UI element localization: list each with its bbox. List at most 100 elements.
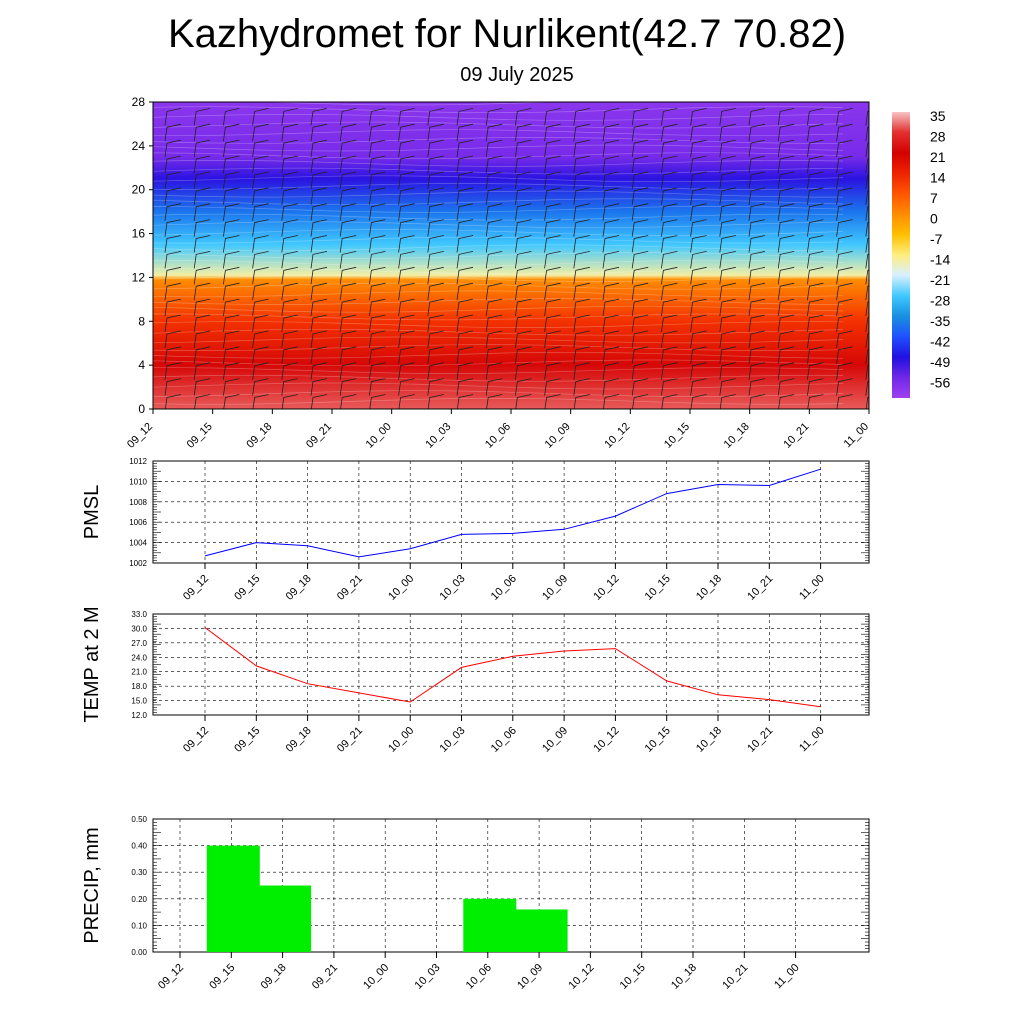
wind-barb — [456, 219, 474, 237]
wind-barb — [690, 314, 707, 333]
contour-line — [153, 114, 844, 121]
wind-barb — [836, 139, 853, 158]
y-tick-label: 24.0 — [131, 653, 147, 662]
wind-barb — [807, 203, 824, 221]
wind-barb — [777, 298, 795, 317]
wind-barb — [573, 108, 590, 126]
wind-barb — [369, 362, 386, 380]
wind-barb — [661, 394, 678, 409]
contour-line — [153, 221, 844, 229]
wind-barb — [573, 330, 590, 348]
wind-barb — [369, 155, 386, 174]
wind-barb — [573, 155, 590, 174]
wind-barb — [369, 219, 386, 237]
wind-barb — [661, 362, 678, 380]
wind-barb — [398, 330, 415, 348]
wind-barb — [719, 266, 736, 285]
contour-line — [153, 344, 844, 351]
wind-barb — [398, 155, 415, 174]
wind-barb — [777, 108, 795, 126]
wind-barb — [252, 108, 269, 126]
y-tick-label: 20 — [132, 183, 146, 197]
wind-barb — [427, 155, 444, 174]
wind-barb — [485, 108, 503, 126]
colorbar-label: -14 — [930, 252, 950, 268]
wind-barb — [223, 330, 240, 348]
wind-barb — [777, 346, 795, 364]
wind-barb — [777, 219, 795, 237]
wind-barb — [281, 362, 298, 380]
wind-barb — [661, 314, 678, 333]
y-tick-label: 21.0 — [131, 668, 147, 677]
wind-barb — [602, 203, 620, 221]
x-tick-label: 10_21 — [781, 421, 811, 451]
wind-barb — [515, 123, 532, 142]
wind-barb — [748, 330, 766, 348]
wind-barb — [865, 396, 869, 409]
x-tick-label: 09_18 — [284, 725, 314, 755]
wind-barb — [456, 298, 474, 317]
wind-barb — [310, 298, 328, 317]
wind-barb — [836, 203, 853, 221]
wind-barb — [661, 235, 678, 253]
wind-barb — [865, 253, 869, 269]
wind-barb — [748, 123, 766, 142]
wind-barb — [573, 187, 590, 205]
wind-barb — [485, 203, 503, 221]
wind-barb — [164, 123, 182, 142]
wind-barb — [573, 123, 590, 142]
wind-barb — [427, 203, 444, 221]
wind-barb — [602, 187, 620, 205]
x-tick-label: 10_12 — [591, 573, 621, 603]
wind-barb — [573, 251, 590, 269]
wind-barb — [252, 235, 269, 253]
wind-barb — [427, 298, 444, 317]
wind-barb — [164, 171, 182, 189]
wind-barb — [515, 330, 532, 348]
wind-barb — [544, 378, 561, 396]
y-tick-label: 0.40 — [131, 842, 147, 851]
wind-barb — [836, 394, 853, 409]
y-axis-label: TEMP at 2 M — [81, 606, 103, 722]
temp-panel: 12.0 15.0 18.0 21.0 24.0 27.0 30.0 33.0 09_12 09_… — [81, 606, 870, 755]
wind-barb — [661, 187, 678, 205]
wind-barb — [836, 346, 853, 364]
wind-barb — [164, 266, 182, 285]
wind-barb — [777, 139, 795, 158]
wind-barb — [631, 251, 649, 269]
y-tick-label: 16 — [132, 227, 146, 241]
wind-barb — [602, 362, 620, 380]
x-tick-label: 11_00 — [797, 573, 827, 603]
wind-barb — [602, 123, 620, 142]
wind-barb — [807, 330, 824, 348]
wind-barb — [456, 123, 474, 142]
wind-barb — [193, 108, 211, 126]
wind-barb — [252, 155, 269, 174]
wind-barb — [602, 235, 620, 253]
y-tick-label: 0.30 — [131, 868, 147, 877]
wind-barb — [485, 219, 503, 237]
wind-barb — [865, 206, 869, 221]
wind-barb — [807, 123, 824, 142]
wind-barb — [369, 346, 386, 364]
wind-barb — [631, 203, 649, 221]
wind-barb — [807, 219, 824, 237]
wind-barb — [631, 219, 649, 237]
x-tick-label: 10_00 — [386, 725, 416, 755]
wind-barb — [193, 251, 211, 269]
wind-barb — [631, 330, 649, 348]
wind-barb — [777, 123, 795, 142]
wind-barb — [515, 139, 532, 158]
wind-barb — [398, 378, 415, 396]
wind-barb — [661, 346, 678, 364]
wind-barb — [515, 235, 532, 253]
wind-barb — [719, 108, 736, 126]
wind-barb — [252, 171, 269, 189]
wind-barb — [485, 266, 503, 285]
wind-barb — [310, 362, 328, 380]
x-tick-label: 10_03 — [413, 962, 443, 992]
wind-barb — [573, 219, 590, 237]
wind-barb — [398, 298, 415, 317]
contour-line — [153, 190, 843, 198]
wind-barb — [485, 346, 503, 364]
